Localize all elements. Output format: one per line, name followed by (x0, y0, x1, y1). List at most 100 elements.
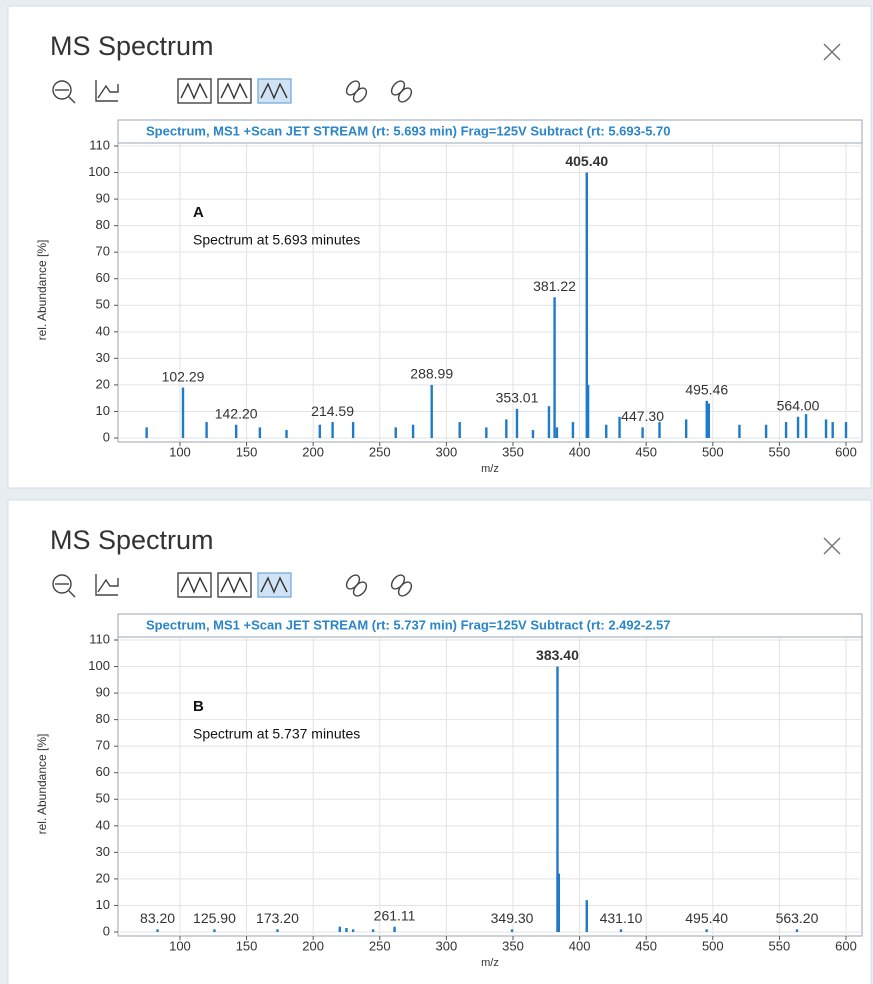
icon (68, 96, 76, 104)
x-tick-label: 350 (502, 938, 524, 953)
peak-label: 83.20 (140, 910, 175, 926)
spectrum-peak (557, 873, 561, 932)
y-tick-label: 20 (96, 376, 110, 391)
spectrum-peak (156, 929, 159, 932)
peak-button[interactable] (257, 572, 292, 598)
x-tick-label: 450 (635, 444, 657, 459)
axis-button[interactable] (95, 80, 119, 102)
icon (95, 80, 119, 102)
y-tick-label: 40 (96, 323, 110, 338)
peak-label: 173.20 (256, 910, 299, 926)
spectrum-peak (485, 427, 488, 438)
peak-label: 261.11 (374, 907, 416, 923)
x-tick-label: 600 (835, 444, 857, 459)
icon (220, 576, 248, 594)
x-tick-label: 300 (436, 938, 458, 953)
spectrum-peak (394, 427, 397, 438)
y-axis-label: rel. Abundance [%] (35, 240, 49, 341)
x-tick-label: 150 (236, 938, 258, 953)
icon (352, 581, 368, 597)
spectrum-peak (804, 414, 808, 438)
peak-button[interactable] (257, 78, 292, 104)
peak-label: 431.10 (600, 910, 643, 926)
x-tick-label: 400 (569, 444, 591, 459)
peak-label: 142.20 (215, 405, 258, 421)
peak-label: 125.90 (193, 910, 236, 926)
x-tick-label: 600 (835, 938, 857, 953)
x-tick-label: 400 (569, 938, 591, 953)
spectrum-peak (331, 422, 334, 438)
chart-title: Spectrum, MS1 +Scan JET STREAM (rt: 5.69… (146, 123, 671, 138)
spectrum-peak (213, 929, 216, 932)
spectrum-peak (784, 422, 788, 438)
x-tick-label: 550 (769, 444, 791, 459)
x-tick-label: 250 (369, 444, 391, 459)
link-button[interactable] (389, 573, 414, 599)
y-tick-label: 10 (96, 403, 110, 418)
peak-label: 564.00 (777, 397, 820, 413)
icon (260, 82, 288, 100)
x-tick-label: 450 (635, 938, 657, 953)
spectrum-peak (571, 422, 575, 438)
peak-button[interactable] (177, 572, 212, 598)
y-tick-label: 30 (96, 350, 110, 365)
spectrum-peak (831, 422, 834, 438)
zoom-button[interactable] (52, 574, 76, 598)
peak-label: 102.29 (162, 368, 205, 384)
peak-label: 447.30 (621, 408, 664, 424)
spectrum-peak (586, 384, 590, 438)
y-tick-label: 70 (96, 244, 110, 259)
y-tick-label: 10 (96, 897, 110, 912)
x-axis-label: m/z (481, 463, 499, 475)
y-tick-label: 90 (96, 191, 110, 206)
peak-label: 383.40 (536, 647, 579, 663)
spectrum-peak (707, 403, 711, 438)
axis-button[interactable] (95, 574, 119, 596)
close-icon (823, 537, 841, 555)
spectrum-peak (393, 926, 396, 932)
y-tick-label: 60 (96, 270, 110, 285)
icon (177, 572, 212, 598)
icon (52, 574, 72, 594)
x-tick-label: 500 (702, 444, 724, 459)
close-button[interactable] (823, 43, 841, 61)
link-button[interactable] (344, 573, 369, 599)
ms-panel: MS Spectrum Spectrum, MS1 +Scan JET STREA… (7, 499, 872, 984)
x-tick-label: 150 (236, 444, 258, 459)
link-button[interactable] (389, 79, 414, 105)
y-tick-label: 50 (96, 791, 110, 806)
spectrum-peak (553, 297, 556, 438)
close-button[interactable] (823, 537, 841, 555)
peak-button[interactable] (217, 78, 252, 104)
spectrum-peak (510, 929, 514, 932)
peak-button[interactable] (217, 572, 252, 598)
x-tick-label: 200 (302, 444, 324, 459)
spectrum-peak (641, 427, 644, 438)
spectrum-peak (430, 384, 433, 438)
y-tick-label: 0 (103, 923, 110, 938)
spectrum-peak (824, 419, 828, 438)
annotation-text: Spectrum at 5.693 minutes (193, 232, 360, 248)
annotation-text: Spectrum at 5.737 minutes (193, 726, 360, 742)
spectrum-peak (547, 406, 551, 438)
window-title: MS Spectrum (50, 525, 214, 555)
y-tick-label: 80 (96, 217, 110, 232)
spectrum-peak (555, 427, 559, 438)
icon (180, 82, 208, 100)
window-title: MS Spectrum (50, 31, 214, 61)
peak-label: 288.99 (410, 366, 453, 382)
icon (397, 581, 413, 597)
link-button[interactable] (344, 79, 369, 105)
y-tick-label: 80 (96, 711, 110, 726)
spectrum-peak (258, 427, 262, 438)
spectrum-peak (764, 424, 768, 438)
spectrum-peak (458, 422, 461, 438)
spectrum-peak (796, 416, 800, 438)
peak-button[interactable] (177, 78, 212, 104)
y-tick-label: 50 (96, 297, 110, 312)
spectrum-peak (556, 666, 559, 932)
y-tick-label: 90 (96, 685, 110, 700)
zoom-button[interactable] (52, 80, 76, 104)
toolbar (52, 572, 414, 599)
